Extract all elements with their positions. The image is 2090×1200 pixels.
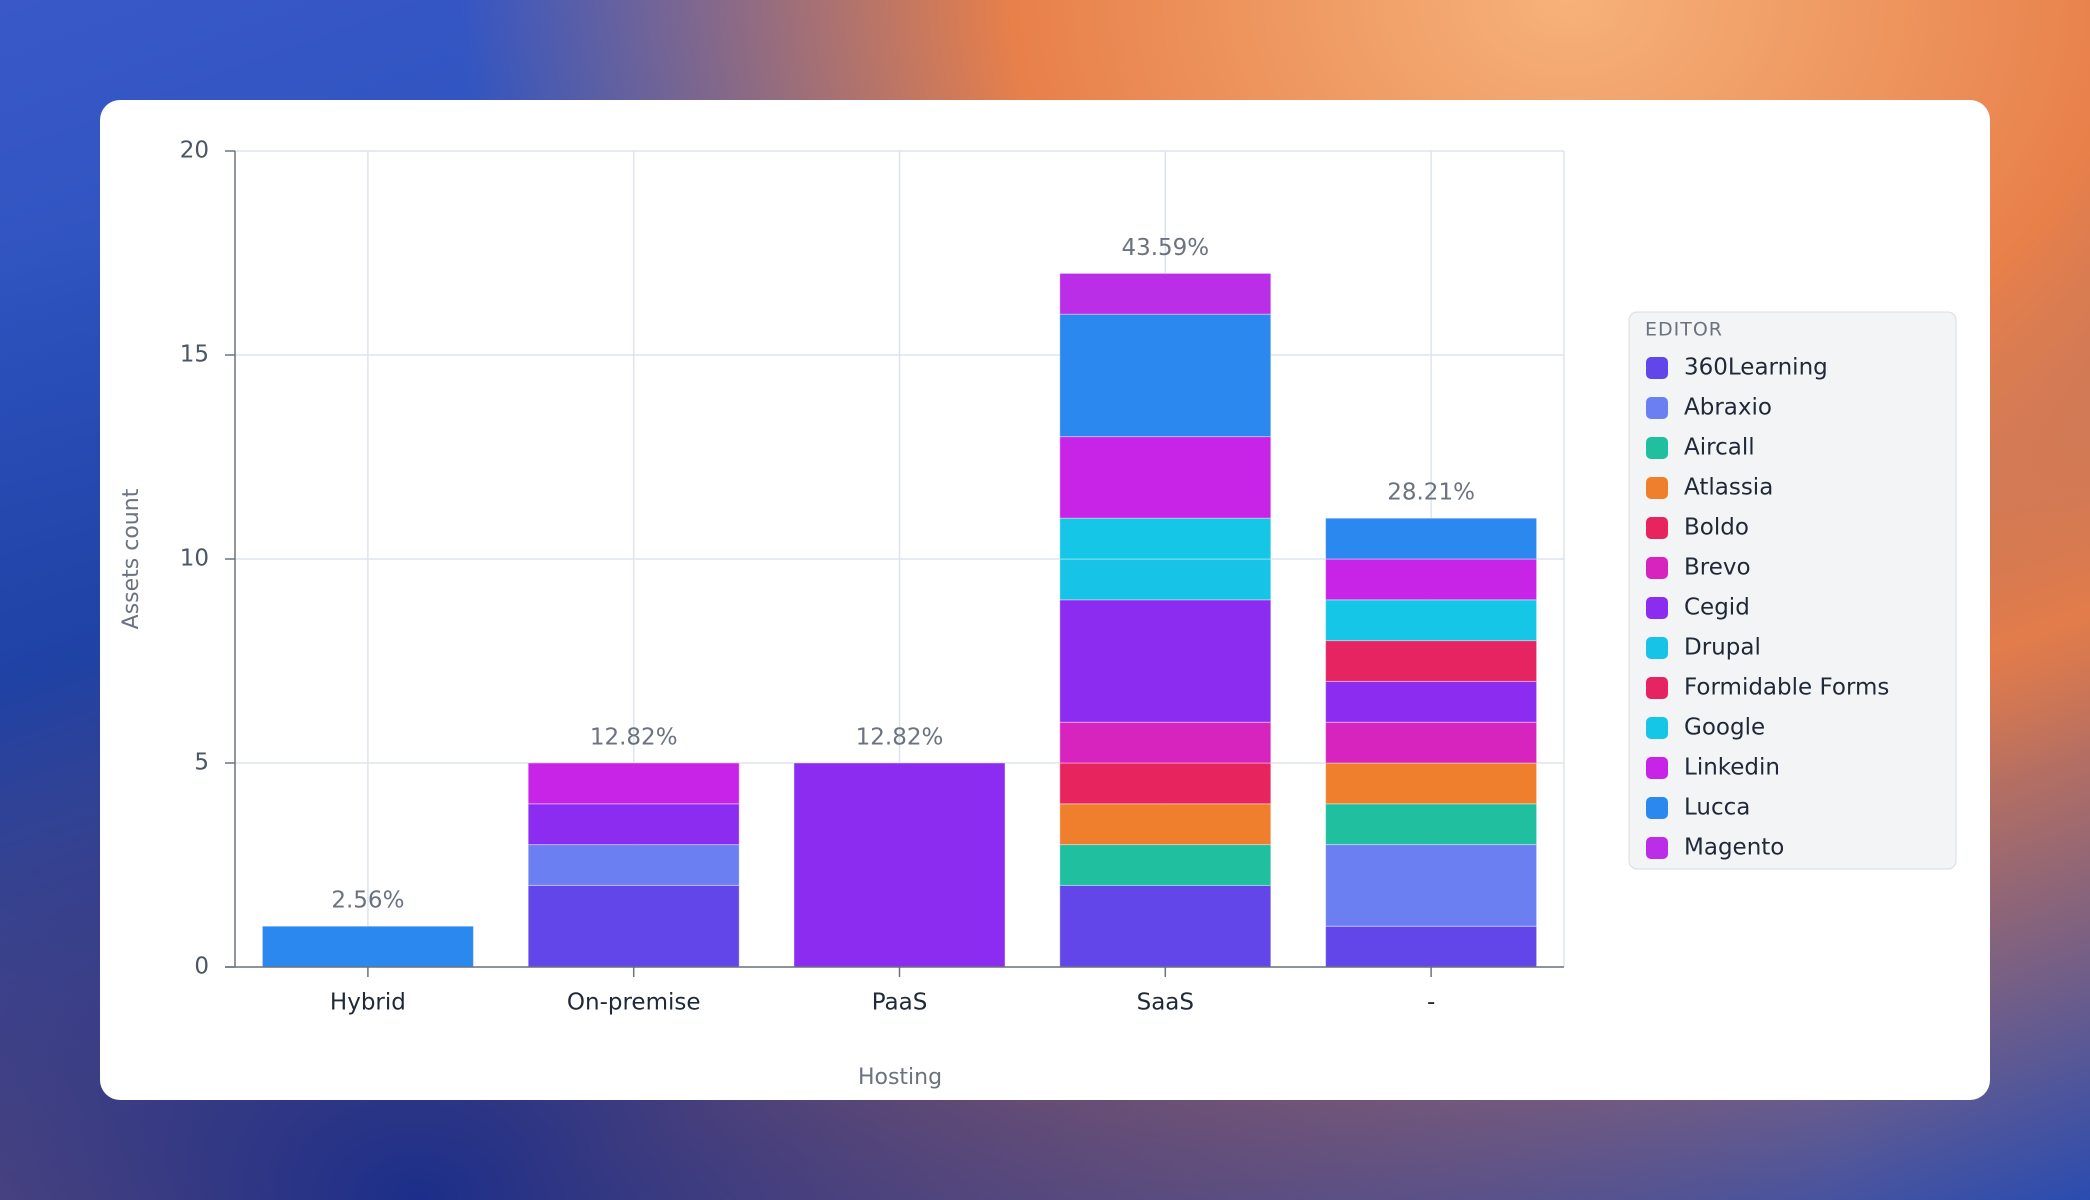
- legend-box: [1628, 311, 1957, 870]
- total-label: 12.82%: [590, 725, 678, 751]
- legend-swatch: [1646, 837, 1668, 859]
- legend-swatch: [1646, 357, 1668, 379]
- bar-segment: [1325, 762, 1538, 805]
- y-tick-label: 10: [180, 546, 209, 572]
- bar-segment: [1325, 640, 1538, 682]
- bar-segment: [1325, 558, 1538, 601]
- legend-swatch: [1646, 477, 1668, 499]
- x-tick-label: -: [1427, 990, 1435, 1016]
- bar-segment: [1325, 925, 1538, 968]
- bar-segment: [1059, 436, 1272, 519]
- total-label: 43.59%: [1121, 235, 1209, 261]
- bar-segment: [1325, 680, 1538, 723]
- bar-segment: [1059, 313, 1272, 438]
- x-axis-label: Hosting: [858, 1065, 942, 1090]
- legend-label: Lucca: [1684, 795, 1750, 821]
- bar-segment: [527, 803, 740, 846]
- bar-segment: [1059, 762, 1272, 805]
- total-label: 2.56%: [331, 888, 404, 914]
- bar-segment: [1325, 844, 1538, 927]
- x-tick-label: On-premise: [567, 990, 701, 1016]
- y-tick-label: 20: [180, 138, 209, 164]
- legend-label: Aircall: [1684, 435, 1755, 461]
- bar-segment: [527, 762, 740, 805]
- bar-segment: [1059, 803, 1272, 846]
- bar-segment: [527, 844, 740, 886]
- total-label: 12.82%: [856, 725, 944, 751]
- legend-swatch: [1646, 597, 1668, 619]
- legend-swatch: [1646, 637, 1668, 659]
- legend-swatch: [1646, 517, 1668, 539]
- bar-segment: [1059, 517, 1272, 560]
- y-tick-label: 5: [194, 750, 209, 776]
- legend-label: Drupal: [1684, 635, 1761, 661]
- legend-label: Google: [1684, 715, 1765, 741]
- legend-swatch: [1646, 397, 1668, 419]
- bar-segment: [1325, 517, 1538, 560]
- bar-segment: [1059, 558, 1272, 601]
- y-axis-label: Assets count: [119, 488, 144, 629]
- legend-label: Formidable Forms: [1684, 675, 1889, 701]
- legend-swatch: [1646, 757, 1668, 779]
- legend-title: EDITOR: [1645, 319, 1723, 341]
- y-tick-label: 15: [180, 342, 209, 368]
- total-label: 28.21%: [1387, 480, 1475, 506]
- legend-label: Boldo: [1684, 515, 1749, 541]
- x-tick-label: PaaS: [872, 990, 928, 1016]
- bar-segment: [1059, 844, 1272, 886]
- bar-segment: [1059, 599, 1272, 723]
- legend-label: Brevo: [1684, 555, 1751, 581]
- legend-label: 360Learning: [1684, 355, 1828, 381]
- legend-swatch: [1646, 437, 1668, 459]
- legend-label: Atlassia: [1684, 475, 1773, 501]
- legend-label: Abraxio: [1684, 395, 1772, 421]
- bar-segment: [1325, 721, 1538, 764]
- bar-segment: [1325, 803, 1538, 846]
- bar-segment: [1059, 721, 1272, 764]
- bar-segment: [1059, 272, 1272, 315]
- legend-label: Linkedin: [1684, 755, 1780, 781]
- legend-label: Magento: [1684, 835, 1784, 861]
- legend-swatch: [1646, 717, 1668, 739]
- bar-segment: [527, 884, 740, 968]
- legend-label: Cegid: [1684, 595, 1750, 621]
- legend-swatch: [1646, 677, 1668, 699]
- x-tick-label: Hybrid: [330, 990, 406, 1016]
- y-tick-label: 0: [194, 954, 209, 980]
- legend-swatch: [1646, 557, 1668, 579]
- bar-segment: [1325, 599, 1538, 642]
- legend-swatch: [1646, 797, 1668, 819]
- bar-segment: [1059, 884, 1272, 968]
- bar-segment: [261, 925, 474, 968]
- bar-segment: [793, 762, 1006, 968]
- x-tick-label: SaaS: [1137, 990, 1194, 1016]
